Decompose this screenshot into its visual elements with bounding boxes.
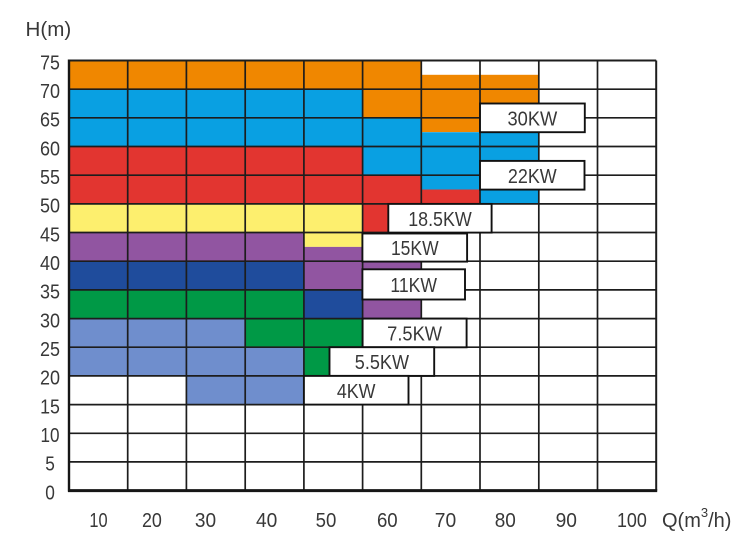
svg-text:55: 55: [40, 167, 60, 189]
svg-text:50: 50: [316, 510, 337, 532]
svg-text:60: 60: [377, 510, 398, 532]
svg-text:65: 65: [40, 110, 60, 132]
svg-text:70: 70: [40, 81, 60, 103]
svg-text:4KW: 4KW: [337, 381, 376, 403]
svg-text:20: 20: [40, 368, 60, 390]
svg-text:20: 20: [142, 510, 162, 532]
svg-text:H(m): H(m): [26, 19, 72, 41]
svg-text:60: 60: [40, 138, 60, 160]
svg-text:15: 15: [40, 396, 60, 418]
svg-text:80: 80: [495, 510, 516, 532]
svg-text:50: 50: [40, 196, 60, 218]
svg-text:11KW: 11KW: [390, 275, 437, 297]
svg-text:10: 10: [41, 425, 60, 447]
svg-text:40: 40: [40, 253, 60, 275]
svg-text:0: 0: [45, 482, 55, 504]
svg-text:22KW: 22KW: [508, 166, 557, 188]
svg-text:25: 25: [40, 339, 60, 361]
svg-text:10: 10: [89, 510, 107, 532]
svg-text:5.5KW: 5.5KW: [355, 352, 409, 374]
svg-text:40: 40: [256, 510, 277, 532]
svg-text:30: 30: [195, 510, 216, 532]
svg-text:90: 90: [556, 510, 577, 532]
svg-text:18.5KW: 18.5KW: [408, 209, 472, 231]
svg-text:35: 35: [40, 282, 60, 304]
svg-text:100: 100: [617, 510, 647, 532]
svg-text:30: 30: [40, 310, 60, 332]
svg-text:7.5KW: 7.5KW: [387, 324, 442, 346]
svg-text:5: 5: [45, 454, 55, 476]
svg-text:45: 45: [40, 224, 60, 246]
svg-text:Q(m3/h): Q(m3/h): [662, 505, 731, 532]
svg-text:75: 75: [40, 52, 60, 74]
svg-text:70: 70: [435, 510, 456, 532]
svg-text:30KW: 30KW: [508, 108, 558, 130]
svg-text:15KW: 15KW: [391, 238, 439, 260]
